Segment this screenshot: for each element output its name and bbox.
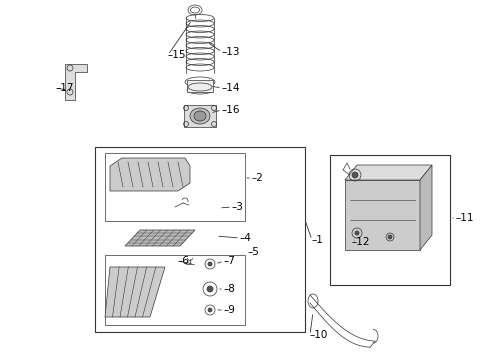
Bar	[183, 105, 216, 127]
Polygon shape	[110, 158, 190, 191]
Text: –14: –14	[222, 83, 240, 93]
Bar	[95, 147, 305, 332]
Polygon shape	[65, 64, 87, 100]
Text: –7: –7	[224, 256, 235, 266]
Polygon shape	[419, 165, 431, 250]
Circle shape	[207, 262, 212, 266]
Text: –8: –8	[224, 284, 235, 294]
Text: –13: –13	[222, 47, 240, 57]
Text: –17: –17	[55, 83, 73, 93]
Text: –12: –12	[351, 237, 370, 247]
Text: –3: –3	[231, 202, 244, 212]
Polygon shape	[345, 165, 431, 180]
Text: –15: –15	[168, 50, 186, 60]
Circle shape	[354, 231, 358, 235]
Text: –1: –1	[311, 235, 323, 245]
Text: –11: –11	[455, 213, 473, 223]
Text: –16: –16	[222, 105, 240, 115]
Circle shape	[206, 286, 213, 292]
Circle shape	[387, 235, 391, 239]
Text: –4: –4	[240, 233, 251, 243]
Text: –9: –9	[224, 305, 235, 315]
Polygon shape	[105, 267, 164, 317]
Polygon shape	[125, 230, 195, 246]
Bar	[105, 255, 244, 325]
Bar	[186, 80, 213, 92]
Bar	[329, 155, 449, 285]
Text: –10: –10	[309, 330, 328, 340]
Bar	[345, 180, 419, 250]
Text: –2: –2	[251, 173, 264, 183]
Bar	[105, 153, 244, 221]
Text: –5: –5	[247, 247, 259, 257]
Ellipse shape	[194, 111, 205, 121]
Circle shape	[207, 308, 212, 312]
Text: –6: –6	[178, 256, 189, 266]
Ellipse shape	[190, 108, 209, 124]
Circle shape	[351, 172, 357, 178]
